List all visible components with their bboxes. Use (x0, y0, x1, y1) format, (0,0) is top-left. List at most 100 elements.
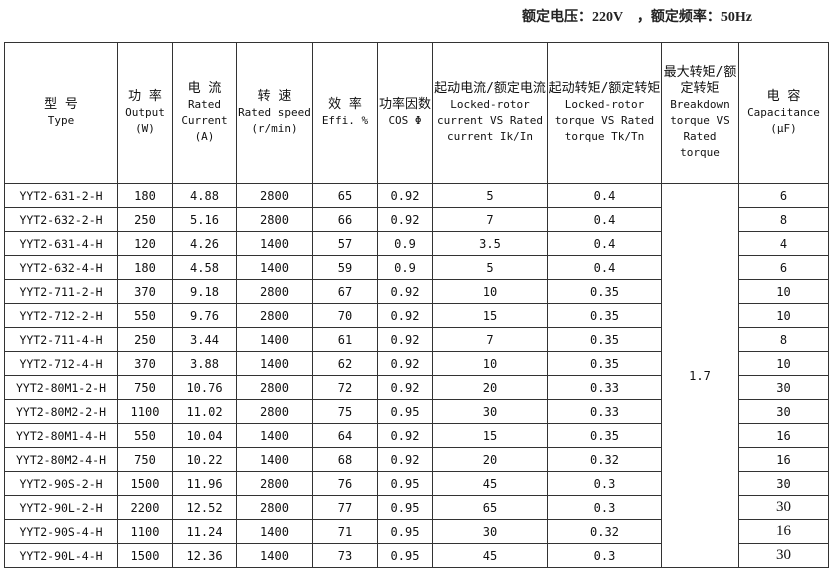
table-cell: 4.58 (172, 255, 237, 280)
header-cn: 功 率 (128, 89, 162, 104)
table-cell: 0.92 (377, 207, 433, 232)
table-cell: 10 (432, 351, 548, 376)
table-cell: 59 (312, 255, 378, 280)
table-row: YYT2-80M2-2-H 1100 11.02 2800 75 0.95 30 0.33 30 (4, 399, 829, 424)
table-row: YYT2-90S-2-H 1500 11.96 2800 76 0.95 45 0.3 30 (4, 471, 829, 496)
table-cell: 12.36 (172, 543, 237, 568)
column-header: 功率因数 COS Φ (377, 42, 433, 184)
table-cell: 10.22 (172, 447, 237, 472)
table-cell: 71 (312, 519, 378, 544)
table-cell: 2800 (236, 399, 313, 424)
table-cell: 30 (738, 375, 829, 400)
table-cell: 30 (738, 471, 829, 496)
table-cell: 57 (312, 231, 378, 256)
table-cell: 0.35 (547, 327, 662, 352)
table-row: YYT2-712-2-H 550 9.76 2800 70 0.92 15 0.35 10 (4, 303, 829, 328)
table-cell: 0.9 (377, 231, 433, 256)
table-cell: 20 (432, 375, 548, 400)
table-cell: 10 (738, 279, 829, 304)
table-cell: 8 (738, 327, 829, 352)
table-row: YYT2-90S-4-H 1100 11.24 1400 71 0.95 30 0.32 16 (4, 519, 829, 544)
table-cell: 10.04 (172, 423, 237, 448)
table-cell: 9.18 (172, 279, 237, 304)
table-cell: 0.95 (377, 471, 433, 496)
table-cell: 0.92 (377, 447, 433, 472)
table-cell: YYT2-712-2-H (4, 303, 118, 328)
table-cell: 7 (432, 207, 548, 232)
table-cell: 2800 (236, 183, 313, 208)
table-row: YYT2-712-4-H 370 3.88 1400 62 0.92 10 0.35 10 (4, 351, 829, 376)
table-cell: 45 (432, 471, 548, 496)
table-cell: 10 (738, 351, 829, 376)
table-cell: 3.5 (432, 231, 548, 256)
table-cell: 0.33 (547, 375, 662, 400)
table-cell: YYT2-632-2-H (4, 207, 118, 232)
table-cell: 0.92 (377, 375, 433, 400)
table-cell: 66 (312, 207, 378, 232)
table-cell: 30 (738, 399, 829, 424)
header-en: Type (47, 114, 75, 127)
table-cell: 5 (432, 255, 548, 280)
table-cell: 750 (117, 375, 173, 400)
table-cell: 30 (738, 543, 829, 568)
table-cell: YYT2-631-2-H (4, 183, 118, 208)
table-cell: 4.26 (172, 231, 237, 256)
table-cell: 75 (312, 399, 378, 424)
table-row: YYT2-80M2-4-H 750 10.22 1400 68 0.92 20 0.32 16 (4, 447, 829, 472)
table-cell: 180 (117, 255, 173, 280)
header-cn: 起动转矩/额定转矩 (548, 81, 661, 96)
table-cell: 0.32 (547, 447, 662, 472)
table-cell: YYT2-80M2-2-H (4, 399, 118, 424)
table-cell: 30 (432, 399, 548, 424)
table-cell: 2800 (236, 279, 313, 304)
table-cell: 1100 (117, 519, 173, 544)
table-cell: 4 (738, 231, 829, 256)
table-cell: 550 (117, 423, 173, 448)
table-cell: YYT2-90S-4-H (4, 519, 118, 544)
table-cell: 3.88 (172, 351, 237, 376)
table-cell: 0.35 (547, 279, 662, 304)
table-cell: YYT2-80M1-2-H (4, 375, 118, 400)
table-cell: 0.35 (547, 423, 662, 448)
table-cell: 0.3 (547, 495, 662, 520)
table-cell: 0.4 (547, 231, 662, 256)
table-cell: 65 (432, 495, 548, 520)
table-cell: 0.95 (377, 519, 433, 544)
table-cell: 0.4 (547, 255, 662, 280)
table-cell: 11.02 (172, 399, 237, 424)
table-cell: 2800 (236, 207, 313, 232)
header-cn: 型 号 (44, 97, 78, 112)
table-cell: 15 (432, 303, 548, 328)
table-cell: 0.95 (377, 399, 433, 424)
table-cell: 61 (312, 327, 378, 352)
column-header: 效 率 Effi. % (312, 42, 378, 184)
table-cell: 16 (738, 423, 829, 448)
breakdown-torque-cell: 1.7 (661, 183, 739, 568)
table-cell: 1500 (117, 543, 173, 568)
table-cell: YYT2-80M1-4-H (4, 423, 118, 448)
table-cell: 0.92 (377, 303, 433, 328)
table-cell: 0.95 (377, 543, 433, 568)
table-cell: 250 (117, 207, 173, 232)
header-en: Breakdown torque VS Rated torque (670, 98, 730, 159)
column-header: 转 速 Rated speed (r/min) (236, 42, 313, 184)
table-cell: 5 (432, 183, 548, 208)
table-cell: 750 (117, 447, 173, 472)
table-cell: YYT2-80M2-4-H (4, 447, 118, 472)
table-cell: 73 (312, 543, 378, 568)
table-cell: 45 (432, 543, 548, 568)
table-cell: 64 (312, 423, 378, 448)
table-cell: 6 (738, 183, 829, 208)
table-cell: YYT2-711-4-H (4, 327, 118, 352)
header-en: Locked-rotor torque VS Rated torque Tk/T… (554, 98, 655, 143)
table-cell: 1400 (236, 351, 313, 376)
header-cn: 电 容 (766, 89, 801, 104)
table-cell: 370 (117, 351, 173, 376)
table-cell: 1400 (236, 543, 313, 568)
table-cell: YYT2-90S-2-H (4, 471, 118, 496)
table-cell: YYT2-90L-4-H (4, 543, 118, 568)
table-row: YYT2-80M1-2-H 750 10.76 2800 72 0.92 20 0.33 30 (4, 375, 829, 400)
table-cell: 76 (312, 471, 378, 496)
table-cell: 10 (432, 279, 548, 304)
table-cell: 550 (117, 303, 173, 328)
